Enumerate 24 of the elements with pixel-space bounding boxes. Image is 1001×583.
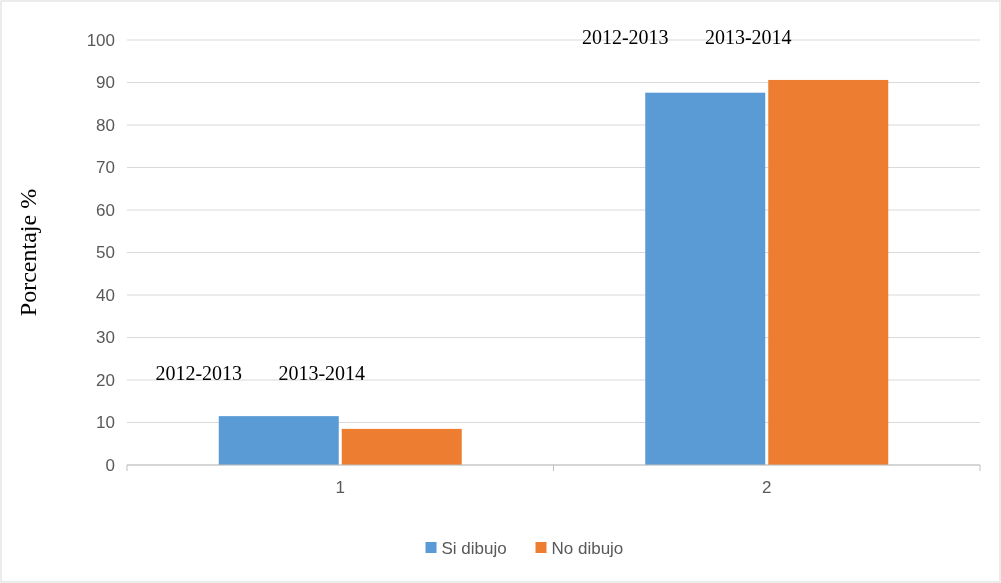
annotation: 2012-2013: [581, 25, 669, 48]
y-axis-title: Porcentaje %: [15, 188, 42, 317]
x-tick-label: 2: [762, 478, 772, 497]
y-tick-label: 60: [96, 200, 115, 220]
y-tick-label: 90: [96, 73, 115, 93]
annotation: 2013-2014: [278, 362, 366, 385]
legend-label: No dibujo: [551, 538, 624, 558]
y-tick-label: 40: [96, 285, 115, 305]
y-tick-label: 30: [96, 328, 115, 348]
y-tick-label: 70: [96, 158, 115, 178]
y-tick-label: 50: [96, 243, 115, 263]
legend-label: Si dibujo: [441, 538, 507, 558]
x-tick-label: 1: [335, 478, 345, 497]
y-tick-label: 20: [96, 370, 115, 390]
bar: [341, 428, 462, 465]
y-tick-label: 100: [86, 30, 115, 50]
bar: [218, 416, 339, 465]
y-tick-label: 0: [105, 455, 115, 475]
y-tick-label: 10: [96, 413, 115, 433]
annotation: 2012-2013: [155, 362, 243, 385]
bar: [645, 92, 766, 465]
bar: [768, 79, 889, 465]
annotation: 2013-2014: [704, 25, 792, 48]
y-tick-label: 80: [96, 115, 115, 135]
